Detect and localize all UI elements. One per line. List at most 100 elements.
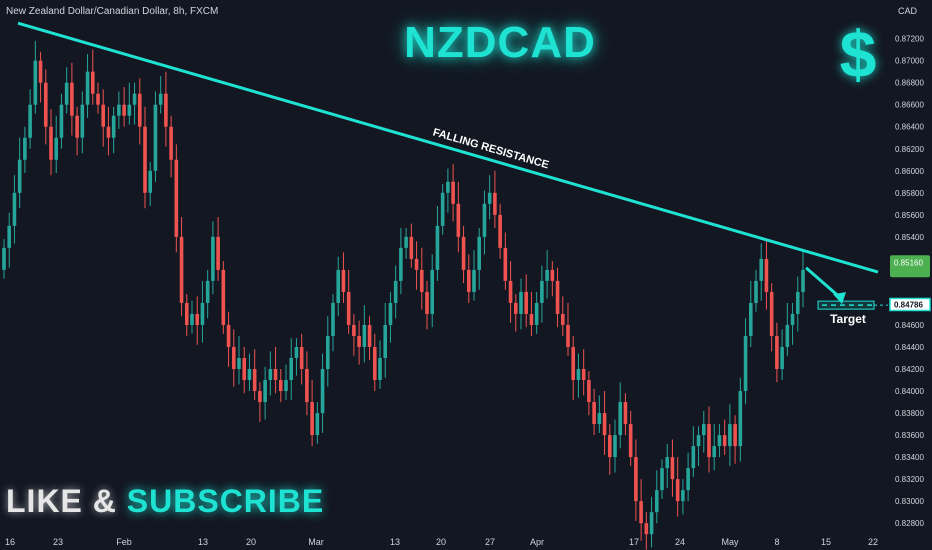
current-price-box xyxy=(889,297,931,312)
candle-body xyxy=(252,369,257,392)
y-tick-label: 0.87200 xyxy=(895,35,924,44)
x-tick-label: 13 xyxy=(198,537,208,547)
y-tick-label: 0.84000 xyxy=(895,387,924,396)
candle-body xyxy=(686,468,690,491)
candle-body xyxy=(278,380,283,392)
candle-body xyxy=(231,346,236,370)
y-tick-label: 0.83000 xyxy=(895,497,924,506)
y-tick-label: 0.86600 xyxy=(895,101,924,110)
candle-body xyxy=(545,269,549,281)
candle-body xyxy=(722,435,727,447)
y-tick-label: 0.86200 xyxy=(895,145,924,154)
candle-body xyxy=(346,291,351,325)
candle-body xyxy=(211,236,215,281)
candle-body xyxy=(560,313,565,325)
candle-body xyxy=(613,435,617,458)
candle-body xyxy=(221,269,226,325)
resistance-line xyxy=(17,21,879,274)
candle-body xyxy=(320,369,325,414)
candle-body xyxy=(294,346,299,358)
candle-body xyxy=(54,137,59,160)
candle-body xyxy=(513,302,518,314)
candle-body xyxy=(660,468,664,491)
x-tick-label: Apr xyxy=(530,537,544,547)
candle-body xyxy=(273,369,278,381)
candle-body xyxy=(299,346,304,370)
x-tick-label: 23 xyxy=(53,537,63,547)
candle-body xyxy=(226,324,231,347)
candle-body xyxy=(289,358,294,381)
candle-body xyxy=(143,126,147,193)
x-tick-label: 16 xyxy=(5,537,15,547)
candle-body xyxy=(7,225,12,248)
candle-body xyxy=(440,192,445,226)
x-tick-label: 13 xyxy=(390,537,400,547)
candle-body xyxy=(38,60,43,83)
y-tick-label: 0.86400 xyxy=(895,123,924,132)
candle-body xyxy=(310,402,314,436)
subscribe-text: SUBSCRIBE xyxy=(126,483,325,519)
candle-body xyxy=(17,159,22,193)
candle-body xyxy=(461,236,466,270)
x-tick-label: 17 xyxy=(629,537,639,547)
candle-body xyxy=(795,291,800,314)
candle-body xyxy=(414,258,419,270)
candle-body xyxy=(122,104,126,116)
candle-body xyxy=(769,291,774,336)
candle-body xyxy=(23,137,27,160)
candle-body xyxy=(372,346,377,381)
x-tick-label: May xyxy=(721,537,739,547)
candle-body xyxy=(712,446,717,458)
candle-body xyxy=(670,457,675,480)
candle-body xyxy=(493,192,497,215)
candle-body xyxy=(169,126,173,160)
candle-body xyxy=(566,324,570,347)
candle-body xyxy=(43,82,48,127)
candle-body xyxy=(728,424,732,447)
candle-body xyxy=(216,236,220,270)
y-tick-label: 0.85400 xyxy=(895,233,924,242)
candle-body xyxy=(90,71,95,94)
candle-body xyxy=(111,115,116,138)
y-tick-label: 0.83600 xyxy=(895,431,924,440)
candle-body xyxy=(158,93,163,105)
candle-body xyxy=(28,104,32,138)
candle-body xyxy=(785,324,790,347)
candle-body xyxy=(691,446,696,469)
candle-body xyxy=(743,335,748,392)
candle-body xyxy=(106,126,111,138)
y-tick-label: 0.85600 xyxy=(895,211,924,220)
candle-body xyxy=(195,313,200,325)
candle-body xyxy=(200,302,205,325)
candle-body xyxy=(263,380,267,403)
current-price-label: 0.84786 xyxy=(894,300,923,309)
candle-body xyxy=(472,269,476,292)
candle-body xyxy=(132,93,137,105)
candle-body xyxy=(117,104,121,116)
candle-body xyxy=(393,280,398,303)
candle-body xyxy=(592,402,596,425)
candle-body xyxy=(707,424,711,458)
candle-body xyxy=(597,413,602,425)
candle-body xyxy=(717,435,722,447)
symbol-title: New Zealand Dollar/Canadian Dollar, 8h, … xyxy=(6,6,219,17)
candle-body xyxy=(179,236,184,303)
candle-body xyxy=(336,269,341,303)
candle-body xyxy=(571,346,576,381)
candle-body xyxy=(498,214,502,248)
candle-body xyxy=(456,203,461,237)
last-price-box xyxy=(890,255,930,278)
candle-body xyxy=(388,302,393,325)
candle-body xyxy=(404,236,408,248)
y-tick-label: 0.84600 xyxy=(895,321,924,330)
candle-body xyxy=(305,369,309,403)
y-tick-label: 0.85800 xyxy=(895,189,924,198)
candle-body xyxy=(190,313,194,325)
candle-body xyxy=(540,280,544,303)
x-tick-label: 15 xyxy=(821,537,831,547)
candle-body xyxy=(331,302,335,336)
candle-body xyxy=(137,93,142,127)
candle-body xyxy=(352,324,356,336)
candle-body xyxy=(775,335,779,370)
